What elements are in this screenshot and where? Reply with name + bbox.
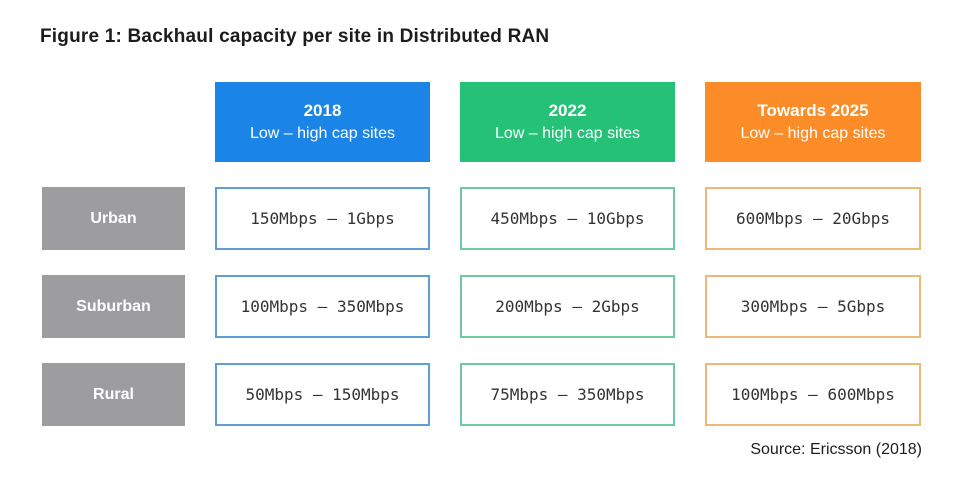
cell-rural-2018: 50Mbps – 150Mbps — [215, 363, 430, 426]
column-year-label: 2018 — [303, 100, 342, 120]
cell-urban-2018: 150Mbps – 1Gbps — [215, 187, 430, 250]
cell-urban-2022: 450Mbps – 10Gbps — [460, 187, 675, 250]
cell-rural-2025: 100Mbps – 600Mbps — [705, 363, 921, 426]
cell-suburban-2022: 200Mbps – 2Gbps — [460, 275, 675, 338]
cell-suburban-2025: 300Mbps – 5Gbps — [705, 275, 921, 338]
row-label-rural: Rural — [42, 363, 185, 426]
row-label-suburban: Suburban — [42, 275, 185, 338]
empty-corner-cell — [42, 82, 185, 162]
column-subtitle: Low – high cap sites — [495, 124, 640, 142]
figure-title: Figure 1: Backhaul capacity per site in … — [40, 26, 550, 47]
column-header-2018: 2018 Low – high cap sites — [215, 82, 430, 162]
column-year-label: Towards 2025 — [757, 100, 869, 120]
capacity-table: 2018 Low – high cap sites 2022 Low – hig… — [42, 82, 921, 426]
cell-suburban-2018: 100Mbps – 350Mbps — [215, 275, 430, 338]
source-attribution: Source: Ericsson (2018) — [750, 441, 922, 458]
column-header-towards-2025: Towards 2025 Low – high cap sites — [705, 82, 921, 162]
column-year-label: 2022 — [548, 100, 587, 120]
column-subtitle: Low – high cap sites — [740, 124, 886, 142]
column-header-2022: 2022 Low – high cap sites — [460, 82, 675, 162]
row-label-urban: Urban — [42, 187, 185, 250]
cell-urban-2025: 600Mbps – 20Gbps — [705, 187, 921, 250]
column-subtitle: Low – high cap sites — [250, 124, 395, 142]
cell-rural-2022: 75Mbps – 350Mbps — [460, 363, 675, 426]
